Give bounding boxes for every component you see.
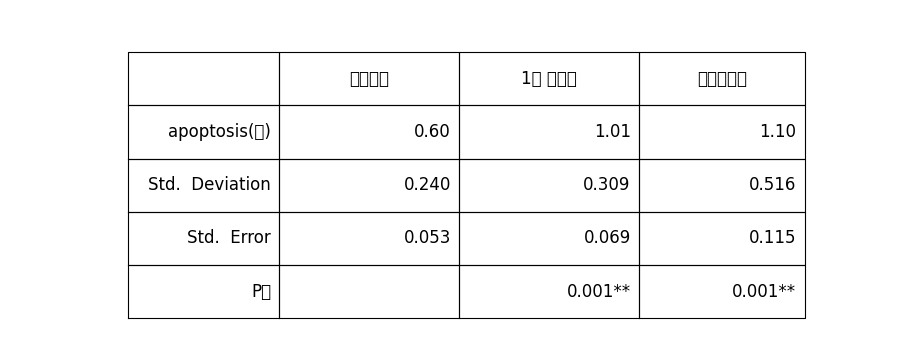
Text: 0.115: 0.115	[749, 229, 796, 248]
Text: 지속노출군: 지속노출군	[697, 70, 747, 88]
Text: 0.516: 0.516	[749, 176, 796, 194]
Text: 1.01: 1.01	[593, 123, 631, 141]
Text: apoptosis(개): apoptosis(개)	[168, 123, 271, 141]
Text: 0.60: 0.60	[414, 123, 450, 141]
Text: 1주 노출군: 1주 노출군	[521, 70, 577, 88]
Text: 비노출군: 비노출군	[349, 70, 389, 88]
Text: 0.240: 0.240	[403, 176, 450, 194]
Text: 0.001**: 0.001**	[733, 283, 796, 301]
Text: Std.  Deviation: Std. Deviation	[148, 176, 271, 194]
Text: 0.309: 0.309	[583, 176, 631, 194]
Text: Std.  Error: Std. Error	[187, 229, 271, 248]
Text: 0.001**: 0.001**	[567, 283, 631, 301]
Text: 1.10: 1.10	[760, 123, 796, 141]
Text: P값: P값	[251, 283, 271, 301]
Text: 0.069: 0.069	[583, 229, 631, 248]
Text: 0.053: 0.053	[403, 229, 450, 248]
